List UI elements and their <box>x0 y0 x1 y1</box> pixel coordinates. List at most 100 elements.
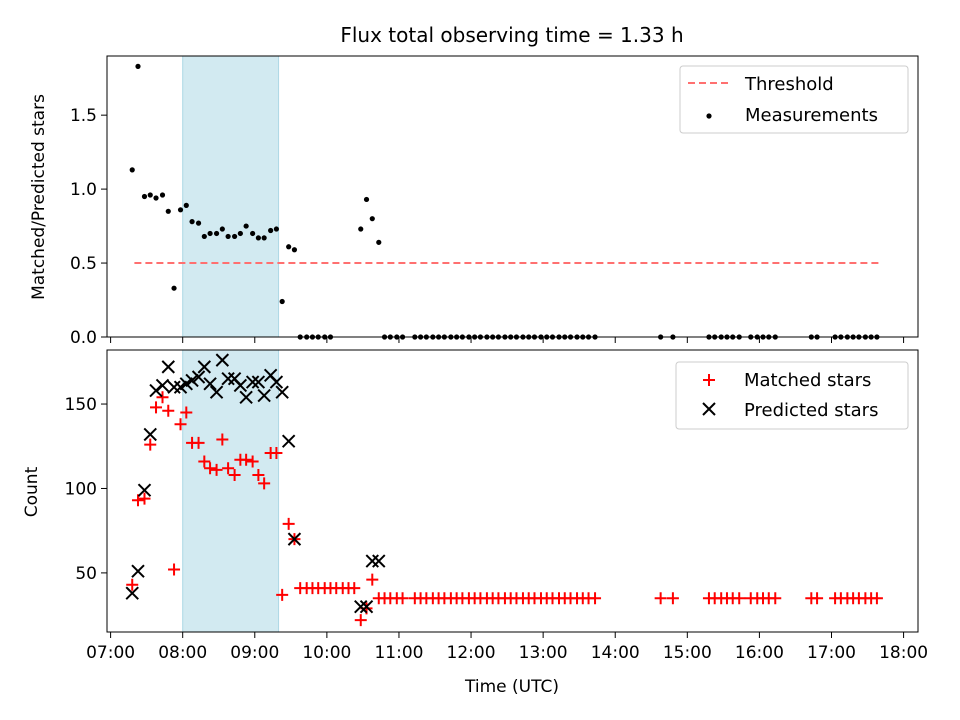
measurement-point <box>376 239 382 245</box>
chart-title: Flux total observing time = 1.33 h <box>340 23 683 47</box>
predicted-star-point <box>155 378 170 393</box>
measurement-point <box>129 167 135 173</box>
predicted-star-point <box>125 586 139 600</box>
matched-star-point <box>204 462 217 475</box>
bottom-y-axis-label: Count <box>22 466 42 517</box>
legend-predicted-swatch <box>702 402 716 416</box>
measurement-point <box>250 230 256 237</box>
measurement-point <box>171 285 177 291</box>
measurement-point <box>201 233 207 240</box>
matched-star-point <box>870 592 883 605</box>
predicted-star-point <box>215 353 230 367</box>
top-y-axis-ticks: 0.0 0.5 1.0 1.5 <box>70 106 107 348</box>
x-tick-label: 09:00 <box>230 643 279 663</box>
bottom-y-axis-ticks: 50 100 150 <box>65 395 107 584</box>
measurement-point <box>291 247 298 253</box>
measurement-point <box>279 298 285 305</box>
matched-star-point <box>198 455 211 468</box>
measurement-point <box>255 235 261 241</box>
measurement-point <box>219 226 225 232</box>
measurement-point <box>286 244 292 250</box>
matched-star-point <box>180 406 193 419</box>
bottom-shaded-span <box>182 349 280 633</box>
measurement-point <box>159 192 166 198</box>
predicted-star-point <box>251 375 266 389</box>
measurement-point <box>189 219 195 225</box>
measurement-point <box>273 226 280 232</box>
predicted-star-point <box>143 427 157 442</box>
predicted-star-point <box>257 388 271 403</box>
measurement-point <box>147 192 153 198</box>
bottom-axes-frame <box>106 349 919 633</box>
matched-star-point <box>168 563 181 576</box>
x-tick-label: 08:00 <box>158 643 207 663</box>
predicted-star-point <box>233 378 248 393</box>
measurement-point <box>369 216 375 222</box>
matched-star-point <box>258 477 271 490</box>
measurement-point <box>213 230 220 237</box>
measurement-point <box>225 233 231 240</box>
predicted-star-point <box>137 483 152 497</box>
matched-star-point <box>252 468 265 481</box>
measurement-point <box>165 208 171 214</box>
predicted-star-point <box>221 371 235 386</box>
predicted-star-point <box>245 375 260 389</box>
predicted-star-point <box>354 599 368 614</box>
top-y-tick-label: 0.5 <box>70 254 97 274</box>
measurement-point <box>153 195 159 201</box>
predicted-star-point <box>372 554 386 568</box>
matched-star-point <box>138 492 151 505</box>
x-axis-label: Time (UTC) <box>464 677 559 697</box>
measurement-point <box>195 220 202 226</box>
x-tick-label: 16:00 <box>735 643 784 663</box>
predicted-star-point <box>161 360 175 374</box>
legend-matched-swatch <box>703 374 715 386</box>
bottom-x-axis-ticks: 07:00 08:00 09:00 10:00 11:00 12:00 13:00 14:00… <box>86 632 928 663</box>
bottom-y-tick-label: 50 <box>75 564 97 584</box>
matched-star-point <box>228 468 241 481</box>
top-y-tick-label: 1.5 <box>70 106 97 126</box>
legend-predicted-label: Predicted stars <box>744 400 878 421</box>
legend-measurement-swatch <box>706 113 712 119</box>
predicted-star-point <box>287 532 302 546</box>
x-tick-label: 07:00 <box>86 643 135 663</box>
predicted-star-point <box>275 385 289 399</box>
top-y-tick-label: 1.0 <box>70 180 97 200</box>
bottom-y-tick-label: 100 <box>65 479 97 499</box>
matched-star-point <box>240 453 253 466</box>
measurement-point <box>183 202 189 208</box>
bottom-legend-box <box>675 361 909 430</box>
matched-star-point <box>366 573 379 586</box>
top-shaded-span <box>182 55 280 338</box>
predicted-star-point <box>191 370 206 384</box>
matched-points <box>126 391 883 627</box>
measurement-point <box>141 193 148 200</box>
matched-star-point <box>174 418 187 431</box>
predicted-points <box>125 353 386 614</box>
measurement-point <box>243 223 249 229</box>
matched-star-point <box>811 592 824 605</box>
predicted-star-point <box>203 377 217 391</box>
legend-measurement-label: Measurements <box>745 105 878 126</box>
matched-star-point <box>144 438 157 451</box>
predicted-star-point <box>197 360 212 374</box>
measurement-point <box>358 226 364 232</box>
matched-star-point <box>589 592 602 605</box>
measurement-point <box>363 196 370 203</box>
measurement-point <box>207 230 213 237</box>
matched-star-point <box>654 592 667 605</box>
matched-star-point <box>769 592 782 605</box>
x-tick-label: 14:00 <box>591 643 640 663</box>
matched-star-point <box>276 588 289 601</box>
matched-star-point <box>354 614 367 627</box>
measurement-point <box>237 230 243 237</box>
matched-star-point <box>126 578 139 591</box>
matched-star-point <box>733 592 746 605</box>
predicted-star-point <box>185 373 199 388</box>
predicted-star-point <box>239 390 253 404</box>
matched-star-point <box>222 462 235 475</box>
predicted-star-point <box>131 564 145 578</box>
bottom-legend: Matched stars Predicted stars <box>675 361 909 430</box>
matched-star-point <box>131 494 144 507</box>
x-tick-label: 15:00 <box>663 643 712 663</box>
